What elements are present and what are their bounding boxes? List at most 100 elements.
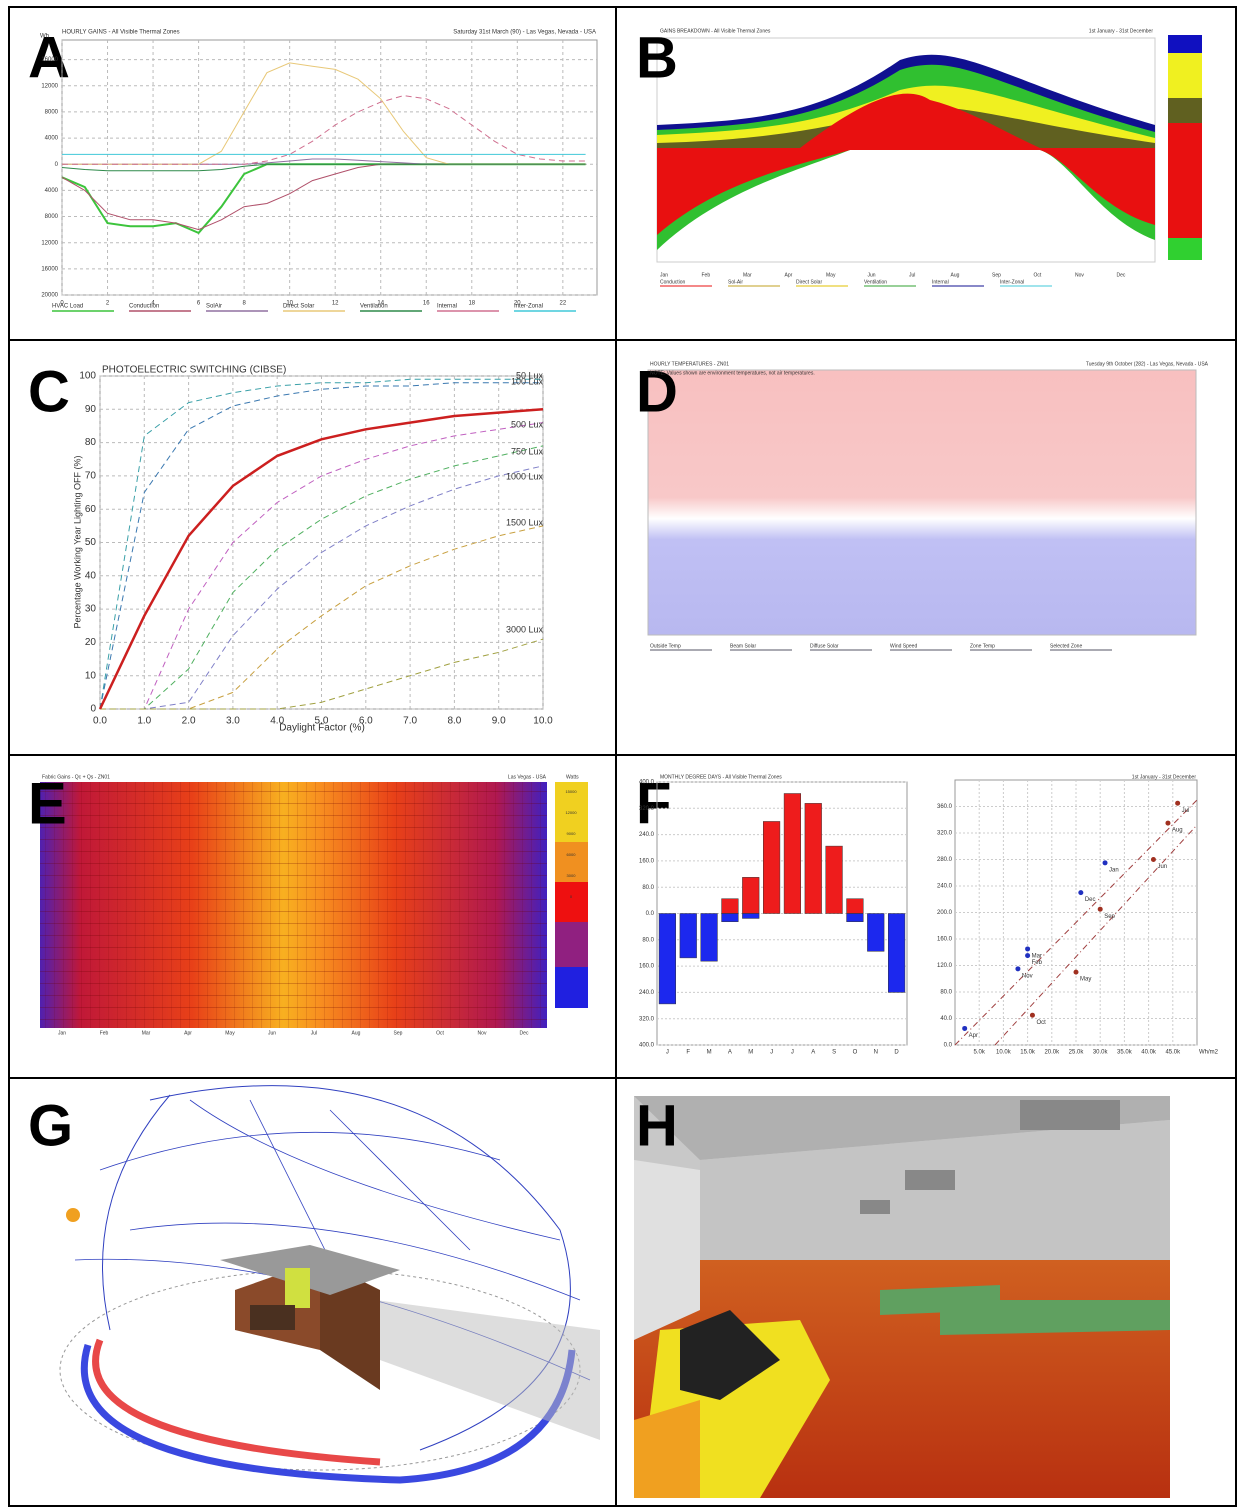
legend-label: Diffuse Solar bbox=[810, 643, 839, 649]
x-tick-label: 8.0 bbox=[447, 716, 461, 727]
y-tick-label: 240.0 bbox=[639, 832, 655, 838]
y-tick-label: 400.0 bbox=[639, 1043, 655, 1049]
y-tick-label: 10 bbox=[85, 670, 97, 681]
x-tick-label: Oct bbox=[1034, 272, 1042, 278]
x-tick-label: 10.0 bbox=[533, 716, 553, 727]
x-tick-label: Aug bbox=[951, 272, 960, 278]
x-tick-label: 15.0k bbox=[1020, 1050, 1036, 1056]
y-tick-label: 4000 bbox=[45, 188, 59, 194]
legend-label: Outside Temp bbox=[650, 643, 681, 649]
x-axis-label: Daylight Factor (%) bbox=[279, 723, 365, 734]
series-line bbox=[100, 638, 544, 710]
y-tick-label: 16000 bbox=[41, 266, 58, 272]
panel-letter: G bbox=[28, 1093, 73, 1158]
chart-subtitle: Tuesday 9th October (282) - Las Vegas, N… bbox=[1086, 361, 1209, 367]
x-tick-label: Jun bbox=[868, 272, 876, 278]
legend-label: HVAC Load bbox=[52, 304, 83, 310]
interior-render bbox=[634, 1096, 1170, 1498]
x-tick-label: 7.0 bbox=[403, 716, 417, 727]
x-tick-label: M bbox=[707, 1050, 712, 1056]
heatmap-image bbox=[40, 782, 588, 1028]
x-tick-label: Dec bbox=[1117, 272, 1126, 278]
x-tick-label: 4 bbox=[151, 301, 155, 307]
trend-line bbox=[954, 799, 1198, 1046]
legend-label: 750 Lux bbox=[511, 446, 544, 456]
point bbox=[1102, 860, 1108, 866]
y-tick-label: 160.0 bbox=[639, 858, 655, 864]
point-label: Feb bbox=[1032, 960, 1043, 966]
chart-subtitle: Las Vegas - USA bbox=[508, 774, 547, 780]
chart-subtitle: 1st January - 31st December bbox=[1132, 774, 1197, 780]
x-tick-label: 10 bbox=[286, 301, 293, 307]
point-label: Dec bbox=[1085, 897, 1096, 903]
panel-letter: E bbox=[28, 771, 67, 836]
scale-label: 9000 bbox=[567, 831, 577, 836]
x-tick-label: 25.0k bbox=[1069, 1050, 1085, 1056]
scale-label: 15000 bbox=[565, 789, 577, 794]
x-tick-label: 6.0 bbox=[359, 716, 373, 727]
x-tick-label: 2 bbox=[106, 301, 110, 307]
y-tick-label: 160.0 bbox=[639, 964, 655, 970]
bar bbox=[804, 803, 822, 914]
bar bbox=[742, 913, 760, 919]
point-label: Jul bbox=[1182, 808, 1190, 814]
bar bbox=[700, 913, 718, 962]
scale-label: 6000 bbox=[567, 852, 577, 857]
point-label: Nov bbox=[1022, 973, 1033, 979]
x-tick-label: Jan bbox=[58, 1030, 66, 1036]
chart-title: Fabric Gains - Qc + Qs - ZN01 bbox=[42, 774, 110, 780]
panel-frames bbox=[8, 6, 1237, 1507]
panel-letter: C bbox=[28, 359, 70, 424]
y-tick-label: 80 bbox=[85, 437, 97, 448]
bar bbox=[888, 913, 906, 993]
legend-label: 100 Lux bbox=[511, 376, 544, 386]
x-tick-label: Dec bbox=[520, 1030, 529, 1036]
series-line bbox=[100, 422, 544, 710]
x-tick-label: Sep bbox=[992, 272, 1001, 278]
chart-subtitle: Saturday 31st March (90) - Las Vegas, Ne… bbox=[453, 30, 596, 36]
point bbox=[1097, 906, 1103, 912]
y-tick-label: 160.0 bbox=[937, 937, 953, 943]
y-tick-label: 100 bbox=[79, 371, 96, 382]
point bbox=[1025, 946, 1031, 952]
series-line bbox=[99, 382, 543, 710]
y-tick-label: 80.0 bbox=[940, 990, 952, 996]
y-tick-label: 0 bbox=[90, 704, 96, 715]
sun-path-render bbox=[59, 1085, 600, 1484]
x-tick-label: 8 bbox=[242, 301, 246, 307]
y-tick-label: 80.0 bbox=[642, 885, 654, 891]
legend-label: Internal bbox=[437, 304, 457, 310]
legend-label: Direct Solar bbox=[796, 279, 822, 285]
plot-area bbox=[61, 39, 598, 296]
x-tick-label: 10.0k bbox=[996, 1050, 1012, 1056]
chart-title: GAINS BREAKDOWN - All Visible Thermal Zo… bbox=[660, 28, 771, 34]
chart-title: HOURLY GAINS - All Visible Thermal Zones bbox=[62, 30, 180, 36]
x-tick-label: F bbox=[686, 1050, 690, 1056]
x-tick-label: Mar bbox=[142, 1030, 151, 1036]
y-tick-label: 80.0 bbox=[642, 937, 654, 943]
point-label: Apr bbox=[969, 1033, 978, 1039]
x-tick-label: 0.0 bbox=[93, 716, 107, 727]
chart-title: MONTHLY DEGREE DAYS - All Visible Therma… bbox=[660, 774, 782, 780]
x-unit: Wh/m2 bbox=[1199, 1050, 1219, 1056]
x-tick-label: J bbox=[666, 1050, 669, 1056]
hourly-temperatures-image bbox=[647, 369, 1197, 636]
legend-label: 3000 Lux bbox=[506, 624, 544, 634]
bar bbox=[846, 913, 864, 922]
legend-label: Wind Speed bbox=[890, 643, 917, 649]
bar bbox=[721, 913, 739, 922]
y-tick-label: 40 bbox=[85, 570, 97, 581]
series-line bbox=[99, 378, 543, 710]
scale-label: 0 bbox=[570, 894, 573, 899]
bar bbox=[679, 913, 697, 959]
point bbox=[962, 1025, 968, 1031]
y-tick-label: 400.0 bbox=[639, 780, 655, 786]
series-line bbox=[100, 445, 544, 710]
y-tick-label: 200.0 bbox=[937, 910, 953, 916]
legend-label: 1000 Lux bbox=[506, 471, 544, 481]
bar bbox=[867, 913, 885, 952]
x-tick-label: Jan bbox=[660, 272, 668, 278]
y-tick-label: 20 bbox=[85, 637, 97, 648]
y-tick-label: 320.0 bbox=[639, 806, 655, 812]
